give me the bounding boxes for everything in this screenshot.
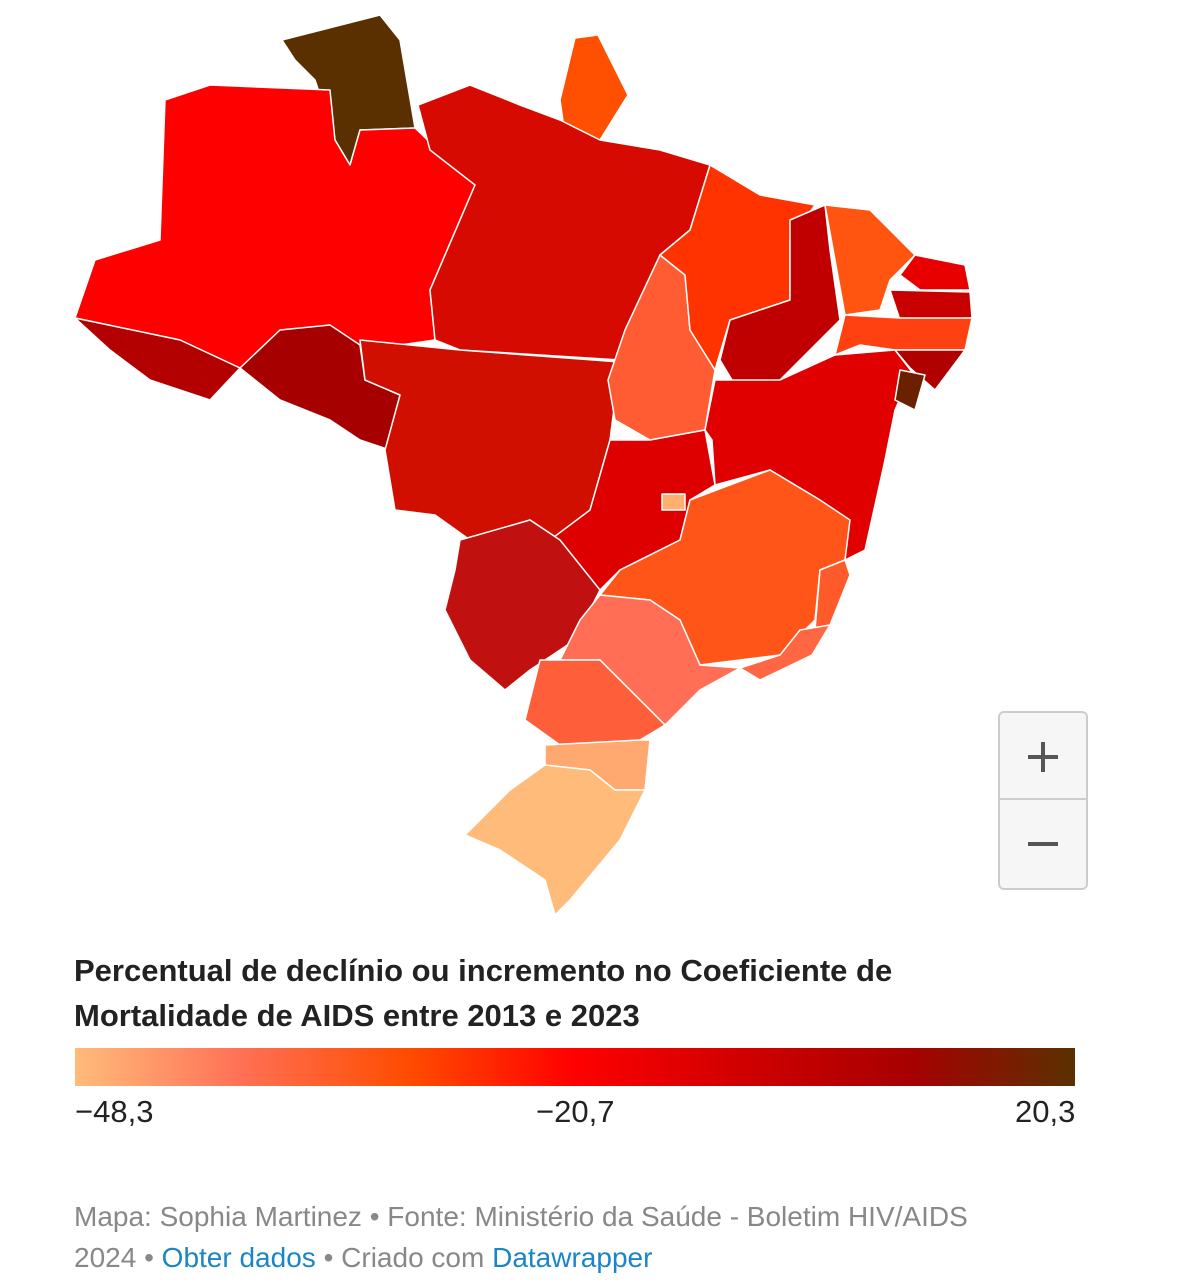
separator: •: [144, 1242, 154, 1273]
zoom-control: [998, 711, 1088, 890]
get-data-link[interactable]: Obter dados: [161, 1242, 316, 1273]
created-with: Criado com: [341, 1242, 485, 1273]
legend-tick-label: 20,3: [1015, 1094, 1076, 1129]
legend-tick-label: −48,3: [75, 1094, 154, 1129]
state: [524, 659, 666, 746]
state: [659, 164, 816, 371]
legend-bar: [75, 1048, 1075, 1086]
state: [834, 314, 973, 356]
state: [464, 764, 646, 916]
source: Mapa: Sophia Martinez • Fonte: Ministéri…: [74, 1201, 968, 1273]
state: [739, 624, 831, 681]
datawrapper-link[interactable]: Datawrapper: [492, 1242, 653, 1273]
state: [894, 369, 926, 411]
color-scale: [75, 1048, 1075, 1086]
legend-tick-label: −20,7: [536, 1094, 615, 1129]
state: [661, 493, 686, 511]
legend-title: Percentual de declínio ou incremento no …: [74, 953, 893, 1033]
state: [359, 339, 621, 541]
state: [74, 84, 476, 369]
map: [74, 14, 973, 916]
zoom-in[interactable]: [1000, 713, 1086, 799]
separator: •: [323, 1242, 334, 1273]
state: [74, 317, 241, 401]
state: [814, 559, 851, 631]
state: [899, 254, 971, 291]
zoom-out[interactable]: [1000, 801, 1086, 887]
zoom-icons: [1000, 713, 1086, 887]
state: [559, 594, 741, 726]
state: [444, 519, 601, 691]
footer: Mapa: Sophia Martinez • Fonte: Ministéri…: [74, 1196, 1034, 1278]
state: [889, 289, 973, 321]
state: [824, 204, 916, 316]
